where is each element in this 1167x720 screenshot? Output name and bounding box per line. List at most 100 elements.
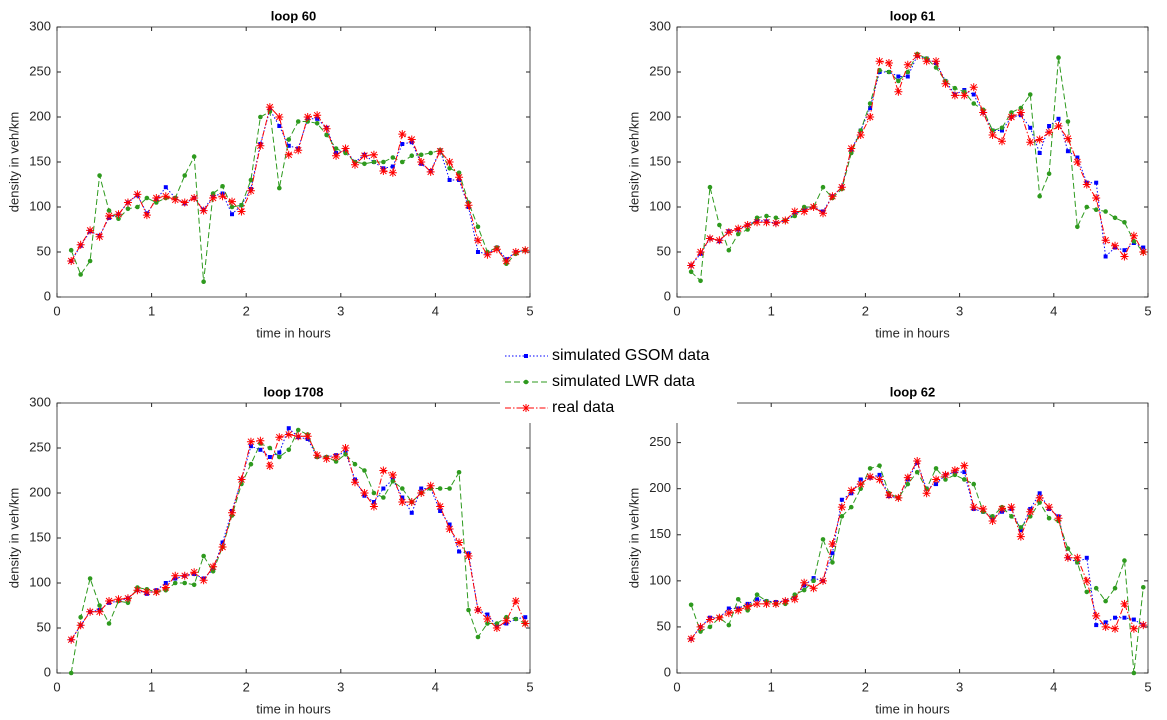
real-marker [284, 430, 293, 439]
y-tick-label: 200 [649, 108, 671, 123]
real-marker [922, 57, 931, 66]
real-marker [445, 525, 454, 533]
x-tick-label: 0 [53, 679, 60, 694]
lwr-marker [1084, 589, 1090, 595]
lwr-marker [229, 204, 235, 210]
lwr-marker [1018, 525, 1024, 530]
real-marker [199, 576, 208, 585]
lwr-marker [990, 514, 995, 519]
lwr-marker [1112, 215, 1118, 221]
lwr-marker [362, 161, 367, 167]
lwr-marker [125, 206, 131, 212]
lwr-marker [792, 592, 798, 597]
real-marker [350, 478, 359, 487]
gsom-marker [286, 143, 291, 148]
lwr-marker [381, 495, 386, 500]
real-marker [705, 615, 714, 624]
real-marker [199, 206, 208, 215]
lwr-marker [362, 468, 367, 473]
y-tick-label: 50 [37, 619, 51, 634]
subplot-title: loop 61 [890, 8, 936, 23]
real-marker [237, 207, 246, 216]
x-tick-label: 2 [862, 303, 869, 318]
real-marker [1129, 231, 1138, 240]
real-marker [152, 194, 161, 202]
gsom-marker [755, 597, 760, 602]
real-marker [190, 568, 199, 577]
lwr-marker [735, 596, 741, 602]
real-marker [511, 248, 520, 256]
real-marker [228, 508, 237, 517]
real-marker [133, 586, 142, 595]
lwr-marker [333, 459, 339, 464]
real-marker [190, 194, 199, 202]
lwr-marker [68, 247, 74, 253]
gsom-marker [896, 74, 901, 79]
gsom-marker [286, 426, 291, 431]
lwr-marker [191, 154, 197, 159]
gsom-marker [475, 250, 480, 254]
real-marker [950, 91, 959, 100]
gsom-marker [163, 185, 168, 190]
lwr-marker [1103, 209, 1108, 214]
gsom-marker [277, 124, 282, 128]
gsom-marker [839, 497, 844, 502]
lwr-marker [1084, 204, 1090, 210]
y-tick-label: 100 [649, 198, 671, 213]
real-marker [1082, 576, 1091, 585]
lwr-marker [210, 191, 216, 196]
x-tick-label: 1 [148, 679, 155, 694]
real-marker [1054, 122, 1063, 130]
lwr-marker [1009, 110, 1014, 115]
real-marker [734, 224, 743, 233]
lwr-marker [867, 101, 873, 106]
real-marker [360, 489, 369, 497]
gsom-marker [1084, 555, 1089, 560]
lwr-marker [343, 150, 348, 156]
real-marker [464, 552, 473, 560]
lwr-marker [447, 166, 452, 171]
real-marker [1092, 611, 1101, 620]
lwr-marker [688, 269, 694, 275]
real-marker [436, 147, 445, 156]
gsom-marker [726, 606, 731, 611]
lwr-marker [905, 481, 911, 487]
real-marker [492, 245, 501, 254]
real-marker [360, 151, 369, 160]
real-marker [521, 619, 530, 628]
lwr-marker [248, 461, 254, 467]
real-marker [237, 475, 246, 484]
real-marker [142, 588, 151, 596]
real-marker [492, 624, 501, 632]
y-tick-label: 100 [29, 574, 51, 589]
gsom-marker [1047, 124, 1052, 128]
real-marker [1082, 180, 1091, 189]
x-tick-label: 0 [53, 303, 60, 318]
real-marker [1045, 503, 1054, 512]
real-marker [114, 210, 123, 219]
real-marker [847, 486, 856, 495]
y-axis-label: density in veh/km [626, 488, 641, 588]
lwr-marker [409, 153, 415, 158]
lwr-marker [371, 159, 377, 165]
real-marker [483, 250, 492, 259]
lwr-marker [399, 486, 405, 491]
lwr-marker [943, 477, 948, 482]
real-marker [903, 60, 912, 69]
real-marker [95, 607, 104, 616]
lwr-marker [1037, 500, 1042, 505]
real-marker [180, 571, 189, 580]
real-marker [105, 212, 114, 220]
real-marker [687, 634, 696, 643]
real-marker [800, 207, 809, 216]
lwr-marker [277, 454, 282, 460]
lwr-marker [1056, 55, 1061, 60]
real-marker [790, 207, 799, 216]
y-tick-label: 50 [657, 618, 671, 633]
lwr-marker [220, 184, 225, 189]
gsom-marker [1103, 620, 1108, 625]
lwr-marker [447, 486, 452, 491]
y-tick-label: 50 [657, 243, 671, 258]
plot-area [676, 402, 1149, 674]
gsom-marker [258, 447, 263, 452]
